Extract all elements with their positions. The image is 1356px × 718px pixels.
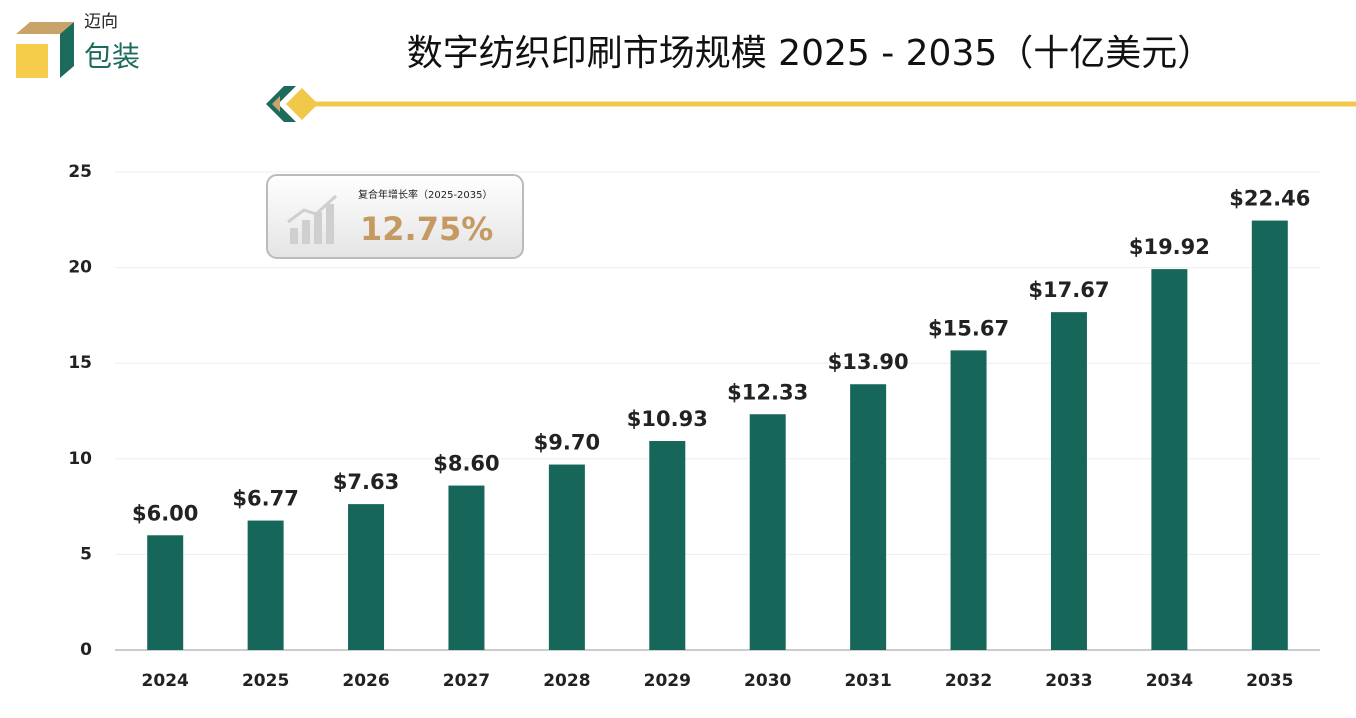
value-label: $17.67 [1028,278,1109,302]
value-label: $15.67 [928,316,1009,340]
value-label: $13.90 [828,350,909,374]
bar [649,441,686,650]
x-tick-label: 2027 [443,671,490,691]
x-tick-label: 2031 [844,671,891,691]
x-tick-label: 2026 [342,671,389,691]
value-label: $22.46 [1229,187,1310,211]
bar [147,535,184,650]
title-decoration [266,86,1356,122]
value-label: $19.92 [1129,235,1210,259]
logo-icon [16,22,74,78]
x-tick-label: 2033 [1045,671,1092,691]
x-tick-label: 2035 [1246,671,1293,691]
bar [749,414,786,650]
value-label: $8.60 [433,452,499,476]
x-tick-label: 2029 [644,671,691,691]
logo-text: 迈向 [84,12,118,32]
x-tick-label: 2024 [142,671,189,691]
bar [548,464,585,650]
bar [850,384,887,650]
y-tick-label: 5 [80,544,92,564]
y-tick-label: 10 [68,449,92,469]
bar [1251,220,1288,650]
y-tick-label: 20 [68,258,92,278]
bar [1050,312,1087,650]
x-tick-label: 2032 [945,671,992,691]
logo-text: 包装 [84,40,140,73]
y-tick-label: 0 [80,640,92,660]
y-tick-label: 25 [68,162,92,182]
bar [247,520,284,650]
x-tick-label: 2030 [744,671,791,691]
annotation: 复合年增长率（2025-2035） [358,188,493,201]
x-tick-label: 2028 [543,671,590,691]
bar [950,350,987,650]
value-label: $7.63 [333,470,399,494]
value-label: $6.00 [132,501,198,525]
chart-title: 数字纺织印刷市场规模 2025 - 2035（十亿美元） [407,33,1214,74]
value-label: $9.70 [534,431,600,455]
annotation: 12.75% [360,210,493,248]
plot-area: 05101520252024$6.002025$6.772026$7.63202… [68,162,1320,691]
value-label: $6.77 [232,487,298,511]
bar [448,485,485,650]
bar [1151,269,1188,650]
x-tick-label: 2025 [242,671,289,691]
cagr-callout: 复合年增长率（2025-2035） 12.75% [266,174,524,259]
x-tick-label: 2034 [1146,671,1193,691]
value-label: $10.93 [627,407,708,431]
value-label: $12.33 [727,380,808,404]
y-tick-label: 15 [68,353,92,373]
bar [348,504,385,650]
